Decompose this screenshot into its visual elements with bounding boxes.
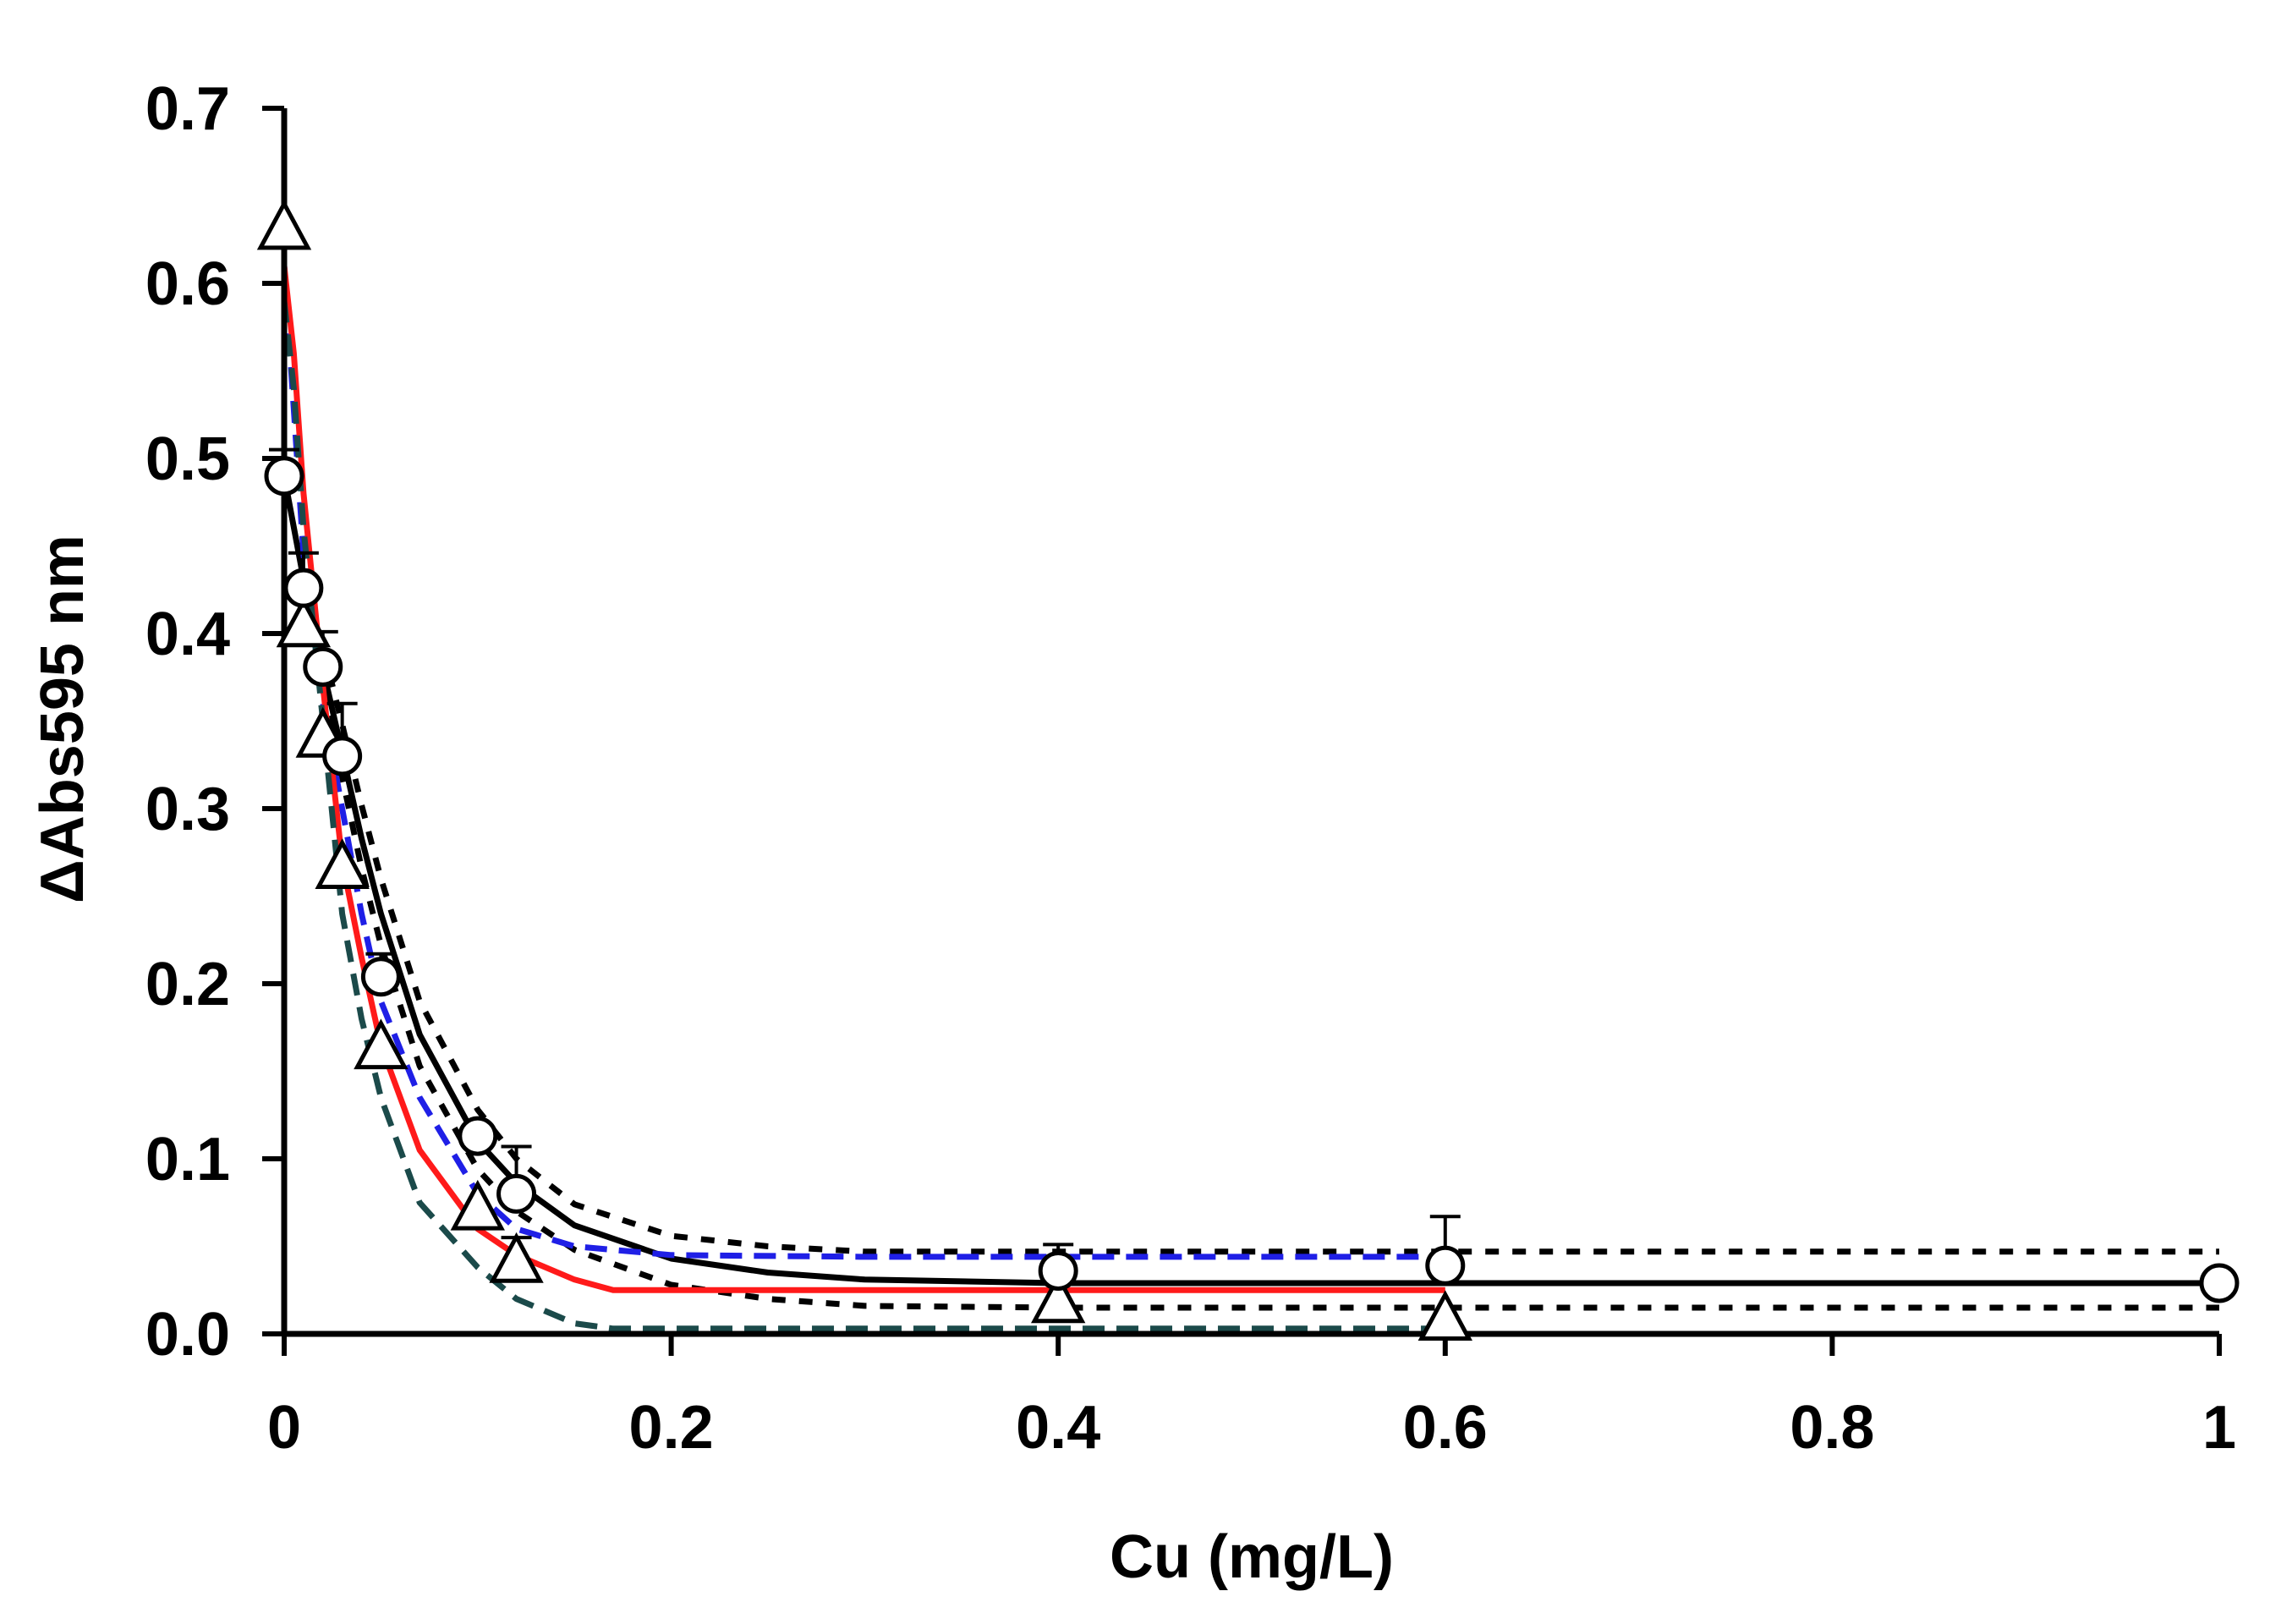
circle-marker bbox=[283, 568, 324, 608]
x-tick-label: 0.8 bbox=[1790, 1394, 1874, 1462]
x-tick-label: 0.4 bbox=[1016, 1394, 1100, 1462]
circle-marker bbox=[2199, 1263, 2240, 1303]
circle-marker bbox=[360, 957, 401, 997]
circle-marker bbox=[264, 456, 304, 497]
y-tick-label: 0.2 bbox=[145, 951, 230, 1018]
fit-curves bbox=[281, 265, 2219, 1332]
triangle-marker bbox=[489, 1232, 544, 1283]
curve-black-fit bbox=[281, 475, 2219, 1287]
triangle-marker bbox=[256, 199, 312, 250]
y-tick-label: 0.5 bbox=[145, 425, 230, 493]
x-axis-title: Cu (mg/L) bbox=[1110, 1523, 1394, 1591]
y-tick-label: 0.7 bbox=[145, 75, 230, 143]
triangle-marker bbox=[276, 596, 332, 648]
circle-marker bbox=[322, 736, 363, 776]
tick-labels: 0 0.2 0.4 0.6 0.8 1 0.0 0.1 0.2 0.3 0.4 0.5 0.6 0.7 bbox=[145, 75, 2236, 1462]
y-tick-label: 0.3 bbox=[145, 776, 230, 843]
x-tick-label: 0 bbox=[267, 1394, 301, 1462]
curve-black-upper-band bbox=[320, 646, 2219, 1255]
error-bars bbox=[269, 447, 1461, 1271]
y-tick-label: 0.6 bbox=[145, 250, 230, 318]
x-tick-label: 1 bbox=[2202, 1394, 2236, 1462]
triangle-marker bbox=[1417, 1290, 1472, 1341]
circle-marker bbox=[458, 1116, 498, 1156]
triangle-marker bbox=[354, 1018, 408, 1070]
x-tick-label: 0.6 bbox=[1403, 1394, 1488, 1462]
axes bbox=[262, 106, 2222, 1356]
curve-dark-teal-dashed bbox=[281, 300, 1445, 1332]
x-tick-label: 0.2 bbox=[629, 1394, 714, 1462]
data-markers bbox=[256, 199, 2240, 1341]
y-axis-title: ΔAbs595 nm bbox=[29, 535, 96, 903]
circle-marker bbox=[303, 646, 343, 687]
triangle-marker bbox=[1031, 1272, 1086, 1324]
circle-marker bbox=[1038, 1250, 1078, 1291]
y-tick-label: 0.4 bbox=[145, 601, 230, 668]
y-tick-label: 0.1 bbox=[145, 1126, 230, 1193]
y-tick-label: 0.0 bbox=[145, 1301, 230, 1369]
triangle-marker bbox=[315, 838, 370, 889]
circle-marker bbox=[1425, 1245, 1466, 1286]
circle-marker bbox=[496, 1173, 537, 1214]
triangle-marker bbox=[450, 1179, 505, 1231]
